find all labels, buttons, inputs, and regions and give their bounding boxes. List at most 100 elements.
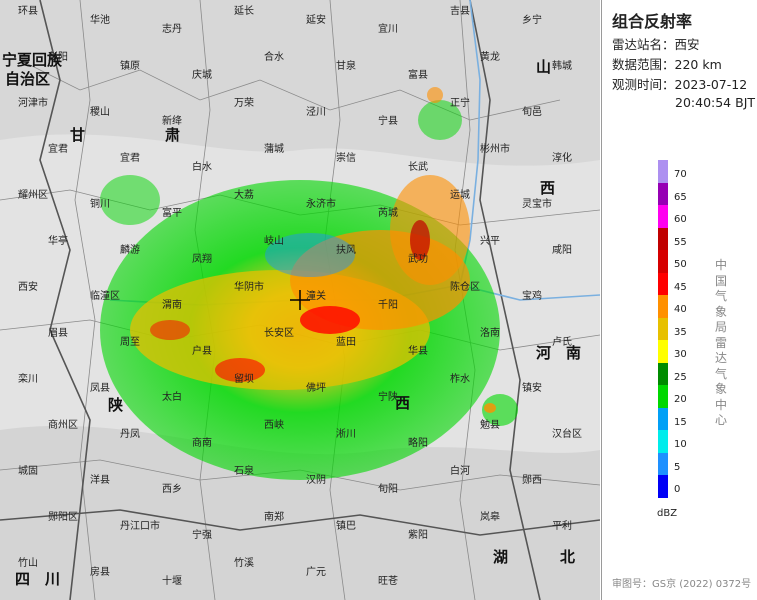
legend-tick-label: 40 — [674, 304, 687, 316]
city-label: 郧阳区 — [48, 511, 78, 523]
city-label: 崇信 — [336, 152, 356, 164]
city-label: 甘泉 — [336, 59, 356, 72]
city-label: 乡宁 — [522, 13, 542, 26]
range-value: 220 km — [674, 57, 722, 72]
svg-text:肃: 肃 — [165, 126, 180, 144]
city-label: 千阳 — [378, 299, 398, 311]
radar-echo — [100, 87, 518, 480]
time-clock: 20:40:54 BJT — [675, 95, 756, 110]
city-label: 潼关 — [306, 289, 326, 302]
svg-text:西: 西 — [395, 394, 410, 412]
city-label: 合水 — [264, 50, 284, 63]
city-label: 竹溪 — [234, 556, 254, 569]
legend-swatch — [658, 160, 668, 183]
legend-swatch — [658, 407, 668, 430]
svg-text:四: 四 — [15, 570, 30, 588]
city-label: 芮城 — [378, 206, 398, 219]
city-label: 渭南 — [162, 298, 182, 311]
city-label: 临潼区 — [90, 289, 120, 302]
city-label: 凤县 — [90, 382, 110, 394]
city-label: 旬邑 — [522, 105, 542, 118]
city-label: 留坝 — [234, 372, 254, 385]
city-label: 丹江口市 — [120, 519, 160, 532]
time-date: 2023-07-12 — [674, 77, 748, 92]
svg-text:陕: 陕 — [108, 396, 123, 414]
legend-swatch — [658, 182, 668, 205]
city-label: 淅川 — [336, 428, 356, 440]
city-label: 铜川 — [90, 198, 110, 210]
city-label: 彬州市 — [480, 142, 510, 155]
svg-text:山: 山 — [536, 58, 551, 76]
legend-tick-label: 60 — [674, 214, 687, 226]
city-label: 眉县 — [48, 327, 68, 339]
city-label: 户县 — [192, 344, 212, 357]
city-label: 丹凤 — [120, 428, 140, 440]
legend-tick-label: 10 — [674, 439, 687, 451]
city-label: 长安区 — [264, 326, 294, 339]
legend-swatch — [658, 317, 668, 340]
radar-map[interactable]: 宁夏回族 自治区 甘 肃 陕 西 山 西 河 南 湖 北 四 川 环县 华池 志丹 延… — [0, 0, 600, 600]
svg-text:甘: 甘 — [70, 126, 85, 144]
legend-swatch — [658, 205, 668, 228]
city-label: 蒲城 — [264, 142, 284, 155]
city-label: 万荣 — [234, 97, 254, 109]
city-label: 岚皋 — [480, 510, 500, 523]
city-label: 凤翔 — [192, 252, 212, 265]
range-label: 数据范围： — [612, 57, 675, 72]
legend-swatch — [658, 340, 668, 363]
city-label: 新绛 — [162, 114, 182, 127]
city-label: 镇巴 — [336, 519, 356, 532]
city-label: 泾川 — [306, 105, 326, 118]
info-panel: 组合反射率 雷达站名：西安 数据范围：220 km 观测时间：2023-07-1… — [601, 0, 757, 600]
legend-tick-label: 15 — [674, 416, 687, 428]
legend-swatch — [658, 452, 668, 475]
city-label: 华阴市 — [234, 280, 264, 293]
city-label: 白水 — [192, 160, 212, 173]
legend-tick-label: 35 — [674, 326, 687, 338]
legend-tick-label: 55 — [674, 236, 687, 248]
city-label: 旬阳 — [378, 482, 398, 495]
city-label: 石泉 — [234, 464, 254, 477]
legend-swatch — [658, 250, 668, 273]
city-label: 彭阳 — [48, 50, 68, 63]
city-label: 旺苍 — [378, 574, 398, 587]
city-label: 宜川 — [378, 22, 398, 35]
city-label: 庆城 — [192, 68, 212, 81]
legend-tick-label: 0 — [674, 484, 681, 496]
legend-swatch — [658, 475, 668, 498]
legend-tick-label: 45 — [674, 281, 687, 293]
city-label: 宁陕 — [378, 390, 398, 403]
city-label: 华池 — [90, 13, 110, 26]
city-label: 灵宝市 — [522, 197, 552, 210]
city-label: 镇安 — [522, 381, 542, 394]
station-row: 雷达站名：西安 — [612, 36, 700, 54]
city-label: 华亭 — [48, 234, 68, 247]
city-label: 西安 — [18, 280, 38, 293]
legend-tick-label: 65 — [674, 191, 687, 203]
city-label: 竹山 — [18, 556, 38, 569]
city-label: 华县 — [408, 344, 428, 357]
map-approval-number: 审图号：GS京 (2022) 0372号 — [612, 579, 752, 590]
city-label: 镇原 — [120, 59, 140, 72]
city-label: 延安 — [306, 13, 326, 26]
city-label: 永济市 — [306, 197, 336, 210]
svg-text:西: 西 — [540, 179, 555, 197]
legend-tick-label: 25 — [674, 371, 687, 383]
legend-tick-label: 5 — [674, 461, 681, 473]
city-label: 商南 — [192, 436, 212, 449]
legend-swatch — [658, 430, 668, 453]
city-label: 富平 — [162, 206, 182, 219]
station-value: 西安 — [674, 37, 700, 52]
city-label: 佛坪 — [306, 381, 326, 394]
city-label: 咸阳 — [552, 244, 572, 256]
city-label: 略阳 — [408, 436, 428, 449]
city-label: 宜君 — [48, 142, 68, 155]
city-label: 大荔 — [234, 188, 254, 201]
city-label: 麟游 — [120, 243, 140, 256]
legend-unit: dBZ — [657, 508, 678, 519]
city-label: 宁县 — [378, 114, 398, 127]
city-label: 西峡 — [264, 418, 284, 431]
city-label: 城固 — [18, 465, 38, 477]
product-title: 组合反射率 — [612, 12, 693, 31]
